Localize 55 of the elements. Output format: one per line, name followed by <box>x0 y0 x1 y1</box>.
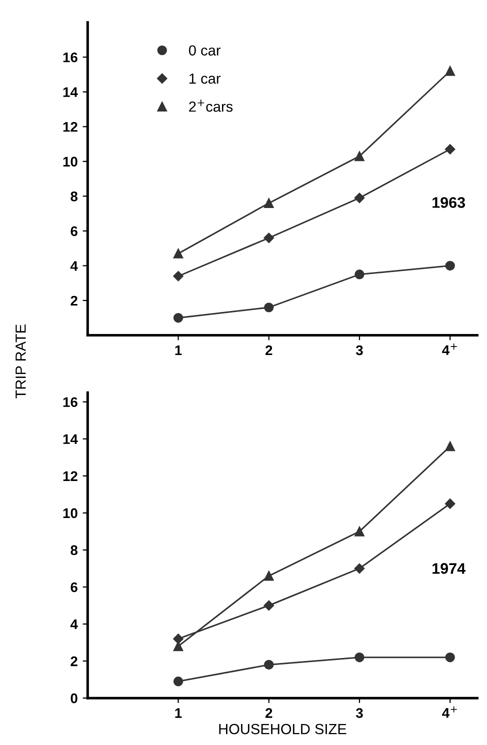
point <box>354 526 364 536</box>
point <box>264 232 274 244</box>
point <box>445 652 455 662</box>
point <box>354 192 365 204</box>
y-tick-label: 14 <box>63 87 78 97</box>
x-axis-title: HOUSEHOLD SIZE <box>219 724 346 734</box>
x-tick-label: 4$^{+}$ <box>442 344 457 355</box>
point <box>173 248 184 258</box>
point <box>264 660 274 670</box>
point <box>354 270 364 280</box>
y-tick-label: 0 <box>70 693 78 704</box>
y-tick-label: 2 <box>70 656 78 666</box>
x-tick-label: 3 <box>356 708 363 718</box>
y-tick-label: 6 <box>70 226 78 236</box>
point <box>444 144 456 154</box>
y-tick-label: 14 <box>63 434 78 444</box>
point <box>173 634 184 644</box>
point <box>173 313 184 323</box>
y-tick-label: 10 <box>63 508 78 518</box>
y-tick-label: 6 <box>70 582 78 592</box>
y-tick-label: 8 <box>70 545 78 556</box>
x-tick-label: 1 <box>175 345 182 356</box>
y-tick-label: 8 <box>70 192 78 202</box>
point <box>264 571 274 581</box>
x-tick-label: 4$^{+}$ <box>442 706 457 718</box>
y-axis-title: TRIP RATE <box>16 324 26 398</box>
point <box>173 271 184 282</box>
x-tick-label: 3 <box>356 345 363 356</box>
annotation: 1974 <box>432 563 466 574</box>
point <box>354 563 365 574</box>
point <box>173 676 184 686</box>
y-tick-label: 12 <box>63 471 78 481</box>
y-tick-label: 4 <box>70 261 78 271</box>
point <box>354 151 364 162</box>
y-tick-label: 2 <box>70 296 78 306</box>
y-tick-label: 4 <box>70 619 78 630</box>
y-tick-label: 12 <box>63 122 78 132</box>
point <box>445 260 455 271</box>
point <box>264 198 274 208</box>
legend-label: 0 car <box>188 45 221 56</box>
point <box>444 498 456 509</box>
y-tick-label: 16 <box>63 52 78 62</box>
x-tick-label: 2 <box>265 345 272 356</box>
point <box>445 66 455 76</box>
legend-label: 1 car <box>189 74 221 84</box>
point <box>264 302 274 312</box>
point <box>354 652 364 662</box>
point <box>264 600 274 611</box>
x-tick-label: 1 <box>175 708 182 718</box>
x-tick-label: 2 <box>265 708 272 718</box>
annotation: 1963 <box>432 197 466 208</box>
legend-label: 2$^{+}$cars <box>189 100 233 112</box>
y-tick-label: 10 <box>63 156 78 167</box>
point <box>445 441 455 452</box>
y-tick-label: 16 <box>63 397 78 408</box>
